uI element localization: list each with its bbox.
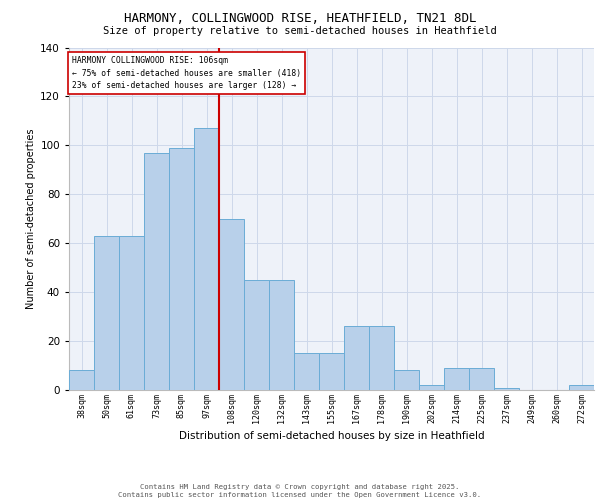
Bar xyxy=(469,368,494,390)
Bar xyxy=(569,385,594,390)
Bar xyxy=(269,280,294,390)
Bar xyxy=(219,219,244,390)
Text: Contains HM Land Registry data © Crown copyright and database right 2025.
Contai: Contains HM Land Registry data © Crown c… xyxy=(118,484,482,498)
Bar xyxy=(294,354,319,390)
Text: HARMONY COLLINGWOOD RISE: 106sqm
← 75% of semi-detached houses are smaller (418): HARMONY COLLINGWOOD RISE: 106sqm ← 75% o… xyxy=(71,56,301,90)
Bar xyxy=(144,152,169,390)
Text: Size of property relative to semi-detached houses in Heathfield: Size of property relative to semi-detach… xyxy=(103,26,497,36)
Bar xyxy=(444,368,469,390)
Bar xyxy=(494,388,519,390)
Bar xyxy=(244,280,269,390)
X-axis label: Distribution of semi-detached houses by size in Heathfield: Distribution of semi-detached houses by … xyxy=(179,431,484,441)
Bar xyxy=(419,385,444,390)
Bar xyxy=(194,128,219,390)
Bar xyxy=(369,326,394,390)
Bar xyxy=(394,370,419,390)
Bar xyxy=(94,236,119,390)
Text: HARMONY, COLLINGWOOD RISE, HEATHFIELD, TN21 8DL: HARMONY, COLLINGWOOD RISE, HEATHFIELD, T… xyxy=(124,12,476,26)
Bar xyxy=(119,236,144,390)
Y-axis label: Number of semi-detached properties: Number of semi-detached properties xyxy=(26,128,36,309)
Bar xyxy=(319,354,344,390)
Bar xyxy=(69,370,94,390)
Bar xyxy=(169,148,194,390)
Bar xyxy=(344,326,369,390)
